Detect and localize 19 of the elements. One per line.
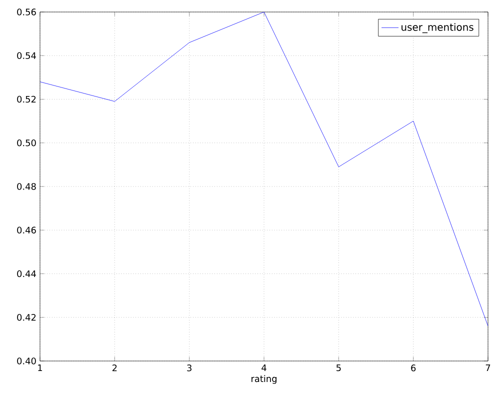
x-tick-label: 6 <box>411 364 416 372</box>
y-tick-label: 0.42 <box>17 314 36 321</box>
x-tick-label: 4 <box>262 364 266 372</box>
x-tick-label: 5 <box>336 364 341 372</box>
y-tick-label: 0.54 <box>17 52 36 60</box>
x-tick-label: 1 <box>38 364 42 372</box>
legend-label: user_mentions <box>402 23 474 34</box>
line-series <box>40 12 488 326</box>
y-tick-label: 0.50 <box>17 139 36 146</box>
x-tick-label: 3 <box>187 364 192 372</box>
y-tick-label: 0.48 <box>17 183 36 190</box>
x-tick-label: 2 <box>112 364 117 372</box>
y-tick-label: 0.44 <box>17 270 36 278</box>
y-tick-label: 0.40 <box>17 358 36 364</box>
x-tick-label: 7 <box>486 364 490 372</box>
y-tick-label: 0.52 <box>17 96 36 103</box>
x-axis-title: rating <box>252 375 276 384</box>
y-tick-label: 0.46 <box>17 226 36 234</box>
y-tick-label: 0.56 <box>17 8 36 16</box>
